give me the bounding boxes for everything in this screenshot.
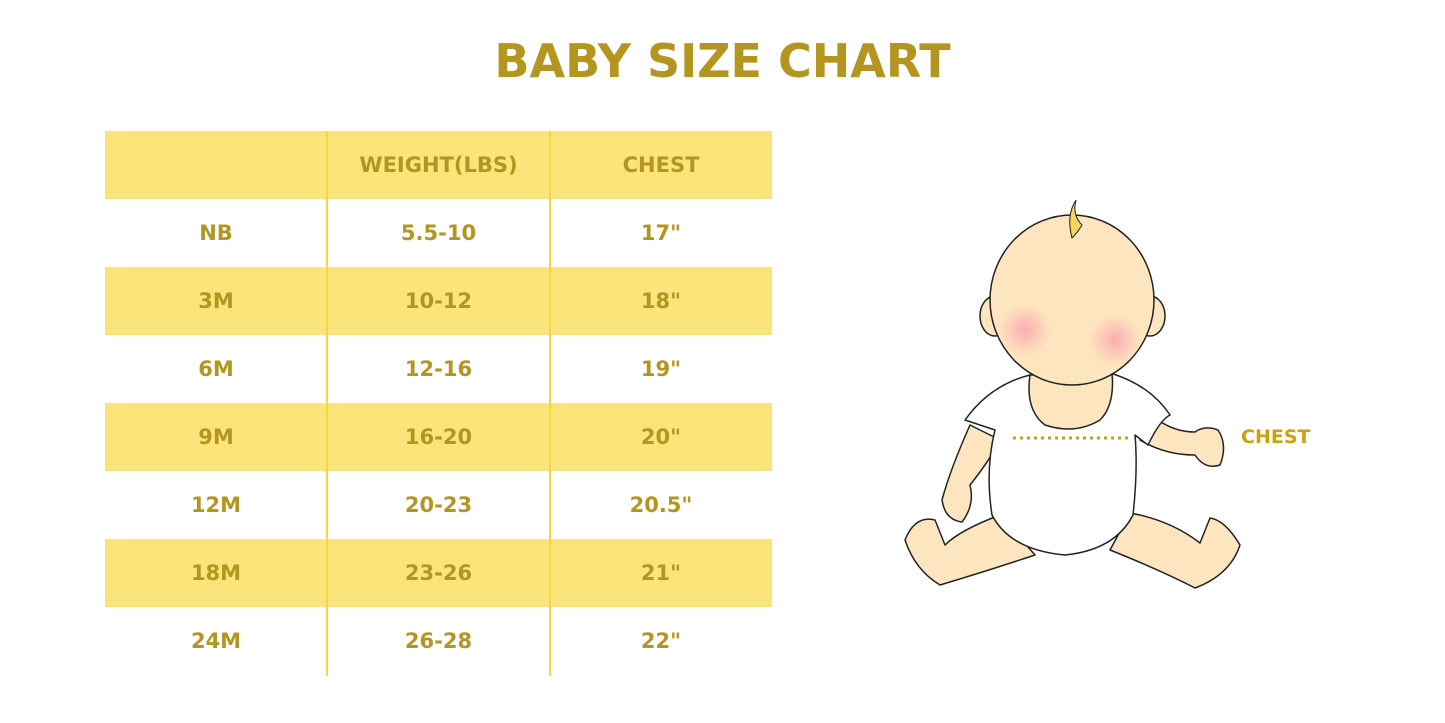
table-row: 12M 20-23 20.5" bbox=[105, 471, 772, 539]
chest-cell: 17" bbox=[640, 221, 682, 245]
table-row: 9M 16-20 20" bbox=[105, 403, 772, 471]
size-cell: NB bbox=[199, 221, 233, 245]
chest-label: CHEST bbox=[1241, 426, 1311, 448]
weight-cell: 16-20 bbox=[404, 425, 473, 449]
size-cell: 24M bbox=[190, 629, 242, 653]
table-row: 3M 10-12 18" bbox=[105, 267, 772, 335]
table-row: 6M 12-16 19" bbox=[105, 335, 772, 403]
weight-cell: 23-26 bbox=[404, 561, 473, 585]
weight-cell: 5.5-10 bbox=[400, 221, 477, 245]
hair-tuft bbox=[1069, 199, 1083, 239]
chest-cell: 20.5" bbox=[629, 493, 693, 517]
header-cell: WEIGHT(LBS) bbox=[359, 153, 518, 177]
column-divider bbox=[326, 131, 328, 676]
page-title: BABY SIZE CHART bbox=[494, 34, 951, 88]
chest-cell: 18" bbox=[640, 289, 682, 313]
size-cell: 6M bbox=[198, 357, 234, 381]
size-cell: 18M bbox=[190, 561, 242, 585]
table-row: NB 5.5-10 17" bbox=[105, 199, 772, 267]
chest-cell: 22" bbox=[640, 629, 682, 653]
size-table: WEIGHT(LBS) CHEST NB 5.5-10 17" 3M 10-12 18" 6… bbox=[105, 131, 772, 675]
size-cell: 3M bbox=[198, 289, 234, 313]
table-row: 24M 26-28 22" bbox=[105, 607, 772, 675]
weight-cell: 10-12 bbox=[404, 289, 473, 313]
chest-cell: 20" bbox=[640, 425, 682, 449]
chest-cell: 21" bbox=[640, 561, 682, 585]
chest-cell: 19" bbox=[640, 357, 682, 381]
column-divider bbox=[549, 131, 551, 676]
size-cell: 12M bbox=[190, 493, 242, 517]
weight-cell: 12-16 bbox=[404, 357, 473, 381]
weight-cell: 20-23 bbox=[404, 493, 473, 517]
table-row: 18M 23-26 21" bbox=[105, 539, 772, 607]
weight-cell: 26-28 bbox=[404, 629, 473, 653]
size-cell: 9M bbox=[198, 425, 234, 449]
table-header-row: WEIGHT(LBS) CHEST bbox=[105, 131, 772, 199]
header-cell: CHEST bbox=[622, 153, 700, 177]
